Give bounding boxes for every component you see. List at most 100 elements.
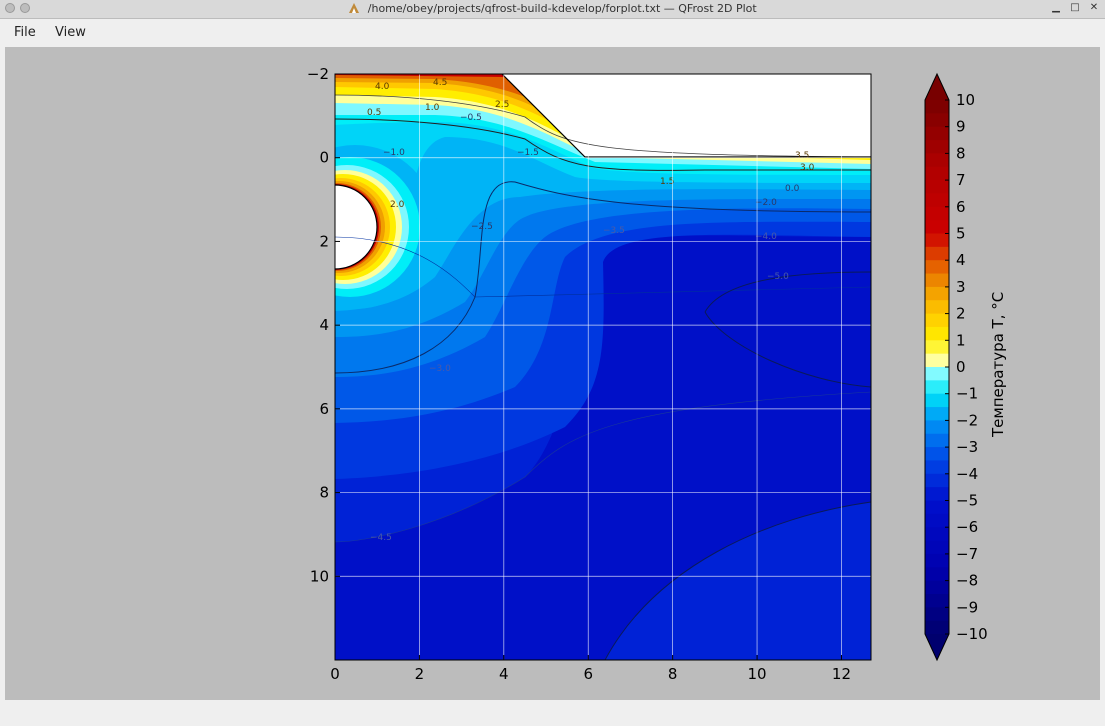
colorbar-segment xyxy=(925,513,949,528)
contour-label: 0.0 xyxy=(785,184,800,194)
colorbar-tick-label: 10 xyxy=(956,91,975,109)
app-icon xyxy=(349,3,360,13)
menu-bar: File View xyxy=(0,19,1105,47)
y-tick-label: 4 xyxy=(319,316,329,334)
colorbar-tick-label: −10 xyxy=(956,625,988,643)
colorbar-segment xyxy=(925,367,949,381)
colorbar-segment xyxy=(925,527,949,542)
x-axis: 0 2 4 6 8 10 12 xyxy=(330,655,851,683)
colorbar-tick-label: −6 xyxy=(956,518,978,536)
y-tick-label: 10 xyxy=(310,567,329,585)
contour-label: −4.5 xyxy=(370,533,392,543)
keep-above-button[interactable] xyxy=(20,3,30,13)
colorbar-tick-label: 2 xyxy=(956,305,966,323)
y-axis: −2 0 2 4 6 8 10 xyxy=(307,65,340,585)
maximize-icon[interactable]: □ xyxy=(1070,2,1080,13)
colorbar-segment xyxy=(925,220,949,234)
x-tick-label: 8 xyxy=(668,665,678,683)
colorbar-segment xyxy=(925,620,949,635)
window-menu-button[interactable] xyxy=(5,3,15,13)
x-tick-label: 0 xyxy=(330,665,340,683)
plot-canvas[interactable]: 4.5 4.0 3.5 3.0 2.5 2.0 1.5 1.0 0.5 0.0 −0.5 −1.0 −1… xyxy=(5,47,1100,700)
colorbar-segment xyxy=(925,447,949,461)
colorbar-segment xyxy=(925,193,949,208)
menu-file[interactable]: File xyxy=(14,25,36,40)
y-tick-label: 0 xyxy=(319,149,329,167)
x-tick-label: 4 xyxy=(499,665,509,683)
contour-label: −2.0 xyxy=(755,198,777,208)
colorbar-tick-label: 6 xyxy=(956,198,966,216)
contour-label: 0.5 xyxy=(367,108,381,118)
colorbar-tick-label: 0 xyxy=(956,358,966,376)
colorbar-segment xyxy=(925,340,949,355)
contour-label: 4.5 xyxy=(433,78,447,88)
contour-label: 1.0 xyxy=(425,103,440,113)
colorbar-tick-label: −9 xyxy=(956,598,978,616)
colorbar-segment xyxy=(925,353,949,368)
colorbar-segment xyxy=(925,246,949,261)
colorbar-label: Температура T, °C xyxy=(989,292,1007,438)
x-tick-label: 6 xyxy=(583,665,593,683)
contour-label: 2.0 xyxy=(390,200,405,210)
colorbar-segment xyxy=(925,460,949,475)
colorbar-segment xyxy=(925,420,949,435)
colorbar-tick-label: −5 xyxy=(956,492,978,510)
menu-view[interactable]: View xyxy=(55,25,86,40)
colorbar-max-arrow xyxy=(925,74,949,100)
contour-label: −3.0 xyxy=(429,364,451,374)
colorbar-segment xyxy=(925,300,949,315)
colorbar-segment xyxy=(925,473,949,488)
colorbar-segment xyxy=(925,380,949,395)
contour-label: −4.0 xyxy=(755,232,777,242)
colorbar-segment xyxy=(925,180,949,194)
colorbar-segment xyxy=(925,126,949,141)
minimize-icon[interactable]: ▁ xyxy=(1052,2,1060,13)
colorbar-min-arrow xyxy=(925,634,949,660)
colorbar-tick-label: −8 xyxy=(956,572,978,590)
colorbar-segment xyxy=(925,326,949,341)
contour-label: 2.5 xyxy=(495,100,509,110)
window-title: /home/obey/projects/qfrost-build-kdevelo… xyxy=(367,2,757,15)
colorbar-tick-label: −1 xyxy=(956,385,978,403)
colorbar-segment xyxy=(925,553,949,568)
temperature-plot: 4.5 4.0 3.5 3.0 2.5 2.0 1.5 1.0 0.5 0.0 −0.5 −1.0 −1… xyxy=(307,65,1007,683)
y-tick-label: 8 xyxy=(319,484,329,502)
x-tick-label: 10 xyxy=(748,665,767,683)
contour-label: −5.0 xyxy=(767,272,789,282)
colorbar-segment xyxy=(925,593,949,608)
y-tick-label: −2 xyxy=(307,65,329,83)
contour-label: −2.5 xyxy=(471,222,493,232)
colorbar-tick-label: 9 xyxy=(956,118,966,136)
colorbar-tick-label: 4 xyxy=(956,251,966,269)
status-bar xyxy=(0,700,1105,726)
colorbar-segment xyxy=(925,607,949,622)
colorbar-segment xyxy=(925,206,949,221)
colorbar-tick-label: 3 xyxy=(956,278,966,296)
colorbar-segment xyxy=(925,100,949,114)
colorbar-segment xyxy=(925,153,949,168)
colorbar-tick-label: −3 xyxy=(956,438,978,456)
contour-label: 1.5 xyxy=(660,177,674,187)
window-title-container: /home/obey/projects/qfrost-build-kdevelo… xyxy=(0,2,1105,15)
colorbar-tick-label: 8 xyxy=(956,144,966,162)
colorbar-segment xyxy=(925,113,949,128)
colorbar-tick-label: −2 xyxy=(956,411,978,429)
colorbar-segment xyxy=(925,313,949,328)
contour-field xyxy=(335,74,871,660)
close-icon[interactable]: ✕ xyxy=(1089,2,1099,13)
y-tick-label: 2 xyxy=(319,232,329,250)
colorbar-tick-label: −4 xyxy=(956,465,978,483)
title-bar: /home/obey/projects/qfrost-build-kdevelo… xyxy=(0,0,1105,19)
contour-label: −1.5 xyxy=(517,148,539,158)
colorbar-tick-label: 7 xyxy=(956,171,966,189)
contour-label-layer: 4.5 4.0 3.5 3.0 2.5 2.0 1.5 1.0 0.5 0.0 −0.5 −1.0 −1… xyxy=(367,78,815,543)
contour-label: 4.0 xyxy=(375,82,390,92)
colorbar-tick-label: −7 xyxy=(956,545,978,563)
colorbar-segment xyxy=(925,286,949,301)
contour-label: −3.5 xyxy=(603,226,625,236)
axes-frame xyxy=(334,73,872,661)
contour-label: 3.0 xyxy=(800,163,815,173)
colorbar-segment xyxy=(925,433,949,448)
colorbar-segment xyxy=(925,407,949,421)
